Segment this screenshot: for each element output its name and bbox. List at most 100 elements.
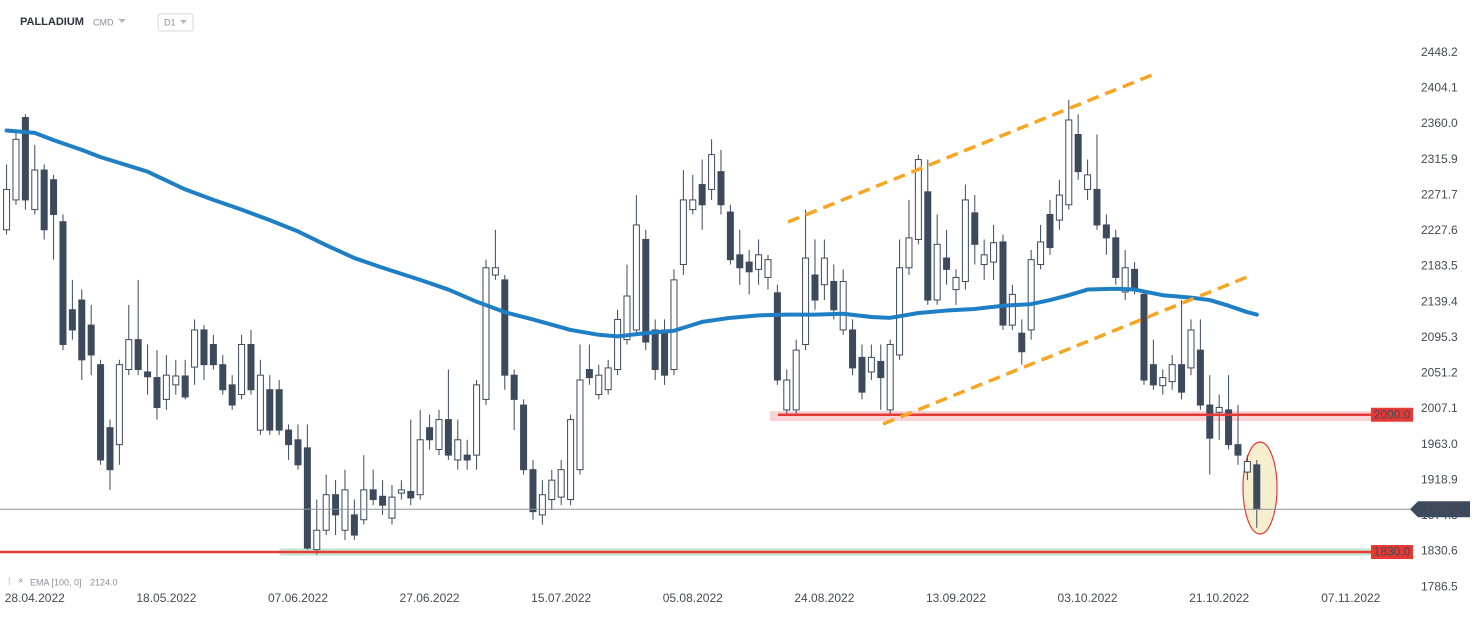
candle-body [3,188,11,231]
resistance-zone [770,411,1410,421]
dropdown-arrow[interactable] [118,19,126,23]
x-tick-label: 15.07.2022 [531,591,591,605]
candle-body [839,280,847,331]
x-tick-label: 05.08.2022 [663,591,723,605]
candle-body [369,489,377,501]
candle-body [50,179,58,215]
candle-body [1131,268,1139,289]
overlay [0,128,1410,554]
candle-body [21,117,29,201]
candle-body [444,419,452,456]
y-tick-label: 2183.5 [1421,259,1458,273]
candle-body [1121,267,1129,293]
labels: 2448.2 2404.1 2360.0 2315.9 2271.7 2227.6 2183… [5,45,1470,605]
candle-body [538,494,546,516]
candle-body [313,529,321,551]
legend-close[interactable]: × [18,575,23,585]
x-tick-label: 07.06.2022 [268,591,328,605]
candle-body [153,377,161,408]
candle-body [792,349,800,411]
level-label-box [1371,545,1413,560]
candle-body [285,429,293,446]
candle-body [980,254,988,266]
candle-body [341,489,349,531]
x-tick-label: 03.10.2022 [1058,591,1118,605]
candle-body [557,469,565,498]
symbol: PALLADIUM [20,16,84,28]
candle-body [632,224,640,331]
candle-body [811,274,819,301]
y-tick-label: 1786.5 [1421,579,1458,593]
candle-body [1008,293,1016,326]
y-tick-label: 2315.9 [1421,152,1458,166]
candle-body [200,329,208,366]
candle-body [294,439,302,466]
x-tick-label: 13.09.2022 [926,591,986,605]
y-tick-label: 1830.6 [1421,544,1458,558]
dropdown-arrow[interactable] [180,20,187,24]
candle-body [1046,213,1054,249]
candle-body [181,375,189,398]
candle-body [12,138,20,201]
legend-value: 2124.0 [90,577,118,587]
candle-body [1055,194,1063,221]
candle-body [31,169,39,211]
candle-body [454,439,462,461]
candle-body [670,279,678,371]
candle-body [162,374,170,400]
candle-body [614,318,622,371]
candle-body [773,292,781,381]
candle-body [896,267,904,356]
candle-body [1159,377,1167,387]
candle-body [473,384,481,456]
candle-body [1253,464,1261,510]
candle-body [886,343,894,411]
candle-body [275,389,283,431]
market[interactable]: CMD [93,17,114,27]
candle-body [1065,119,1073,206]
level-label: 1830.0 [1374,545,1411,559]
last-price-box [1410,501,1470,518]
candle-body [642,238,650,343]
candle-body [604,367,612,391]
candle-body [924,191,932,301]
candle-body [78,299,86,361]
candle-body [567,419,575,501]
y-tick-label: 2404.1 [1421,81,1458,95]
candle-body [849,329,857,369]
candle-body [191,329,199,368]
candle-body [1084,174,1092,190]
y-tick-label: 1963.0 [1421,437,1458,451]
candle-body [134,339,142,371]
trend-line-upper [787,73,1153,224]
candle-body [576,379,584,471]
timeframe-box[interactable] [157,13,194,32]
candle-body [360,489,368,521]
candle-body [708,154,716,190]
candle-body [407,490,415,499]
candle-body [1149,364,1157,386]
candle-body [914,159,922,240]
candle-body [943,257,951,270]
level-label-box [1371,407,1413,422]
candle-body [1027,259,1035,331]
x-tick-label: 21.10.2022 [1189,591,1249,605]
last-price-label: 1883.0 [1425,502,1462,516]
candle-body [585,369,593,379]
candle-body [595,374,603,396]
candle-body [623,295,631,341]
candle-body [256,374,264,431]
candle-body [933,243,941,301]
candle-body [867,356,875,373]
level-label: 2000.0 [1374,407,1411,421]
ema-line [4,128,1259,339]
candle-body [1037,241,1045,266]
candle-body [1102,224,1110,239]
candle-body [698,184,706,206]
legend-name: EMA [100, 0] [30,577,82,587]
candle-body [416,439,424,496]
timeframe[interactable]: D1 [164,17,176,27]
candle-body [661,329,669,376]
